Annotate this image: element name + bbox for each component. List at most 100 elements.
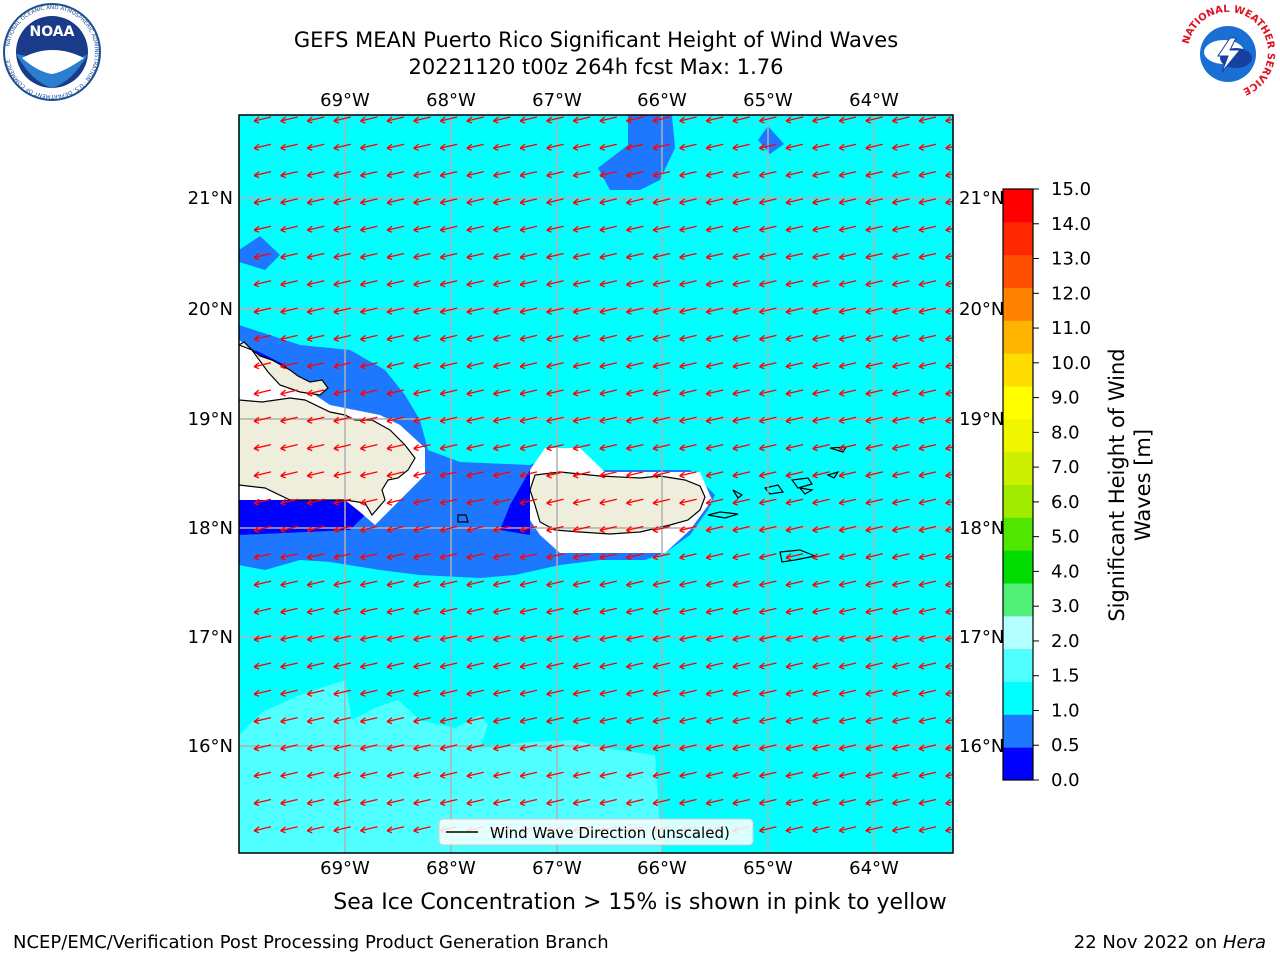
- wind-wave-arrow: [758, 662, 777, 670]
- wind-wave-arrow: [945, 225, 953, 233]
- wind-wave-arrow: [625, 498, 644, 506]
- wind-wave-arrow: [945, 798, 953, 807]
- wind-wave-arrow: [466, 553, 484, 561]
- wind-wave-arrow: [918, 471, 937, 479]
- wind-wave-arrow: [306, 771, 325, 779]
- wind-wave-arrow: [758, 334, 777, 343]
- wind-wave-arrow: [838, 225, 857, 233]
- wind-wave-arrow: [413, 689, 431, 697]
- wind-wave-arrow: [812, 744, 830, 752]
- wind-wave-arrow: [519, 498, 538, 506]
- wind-wave-arrow: [599, 116, 617, 124]
- wind-wave-arrow: [679, 389, 697, 397]
- wind-wave-arrow: [519, 307, 538, 315]
- wind-wave-arrow: [812, 471, 830, 479]
- wind-wave-arrow: [705, 553, 724, 561]
- wind-wave-arrow: [519, 416, 538, 424]
- wind-wave-arrow: [306, 252, 325, 261]
- wind-wave-arrow: [758, 307, 777, 315]
- wind-wave-arrow: [599, 280, 617, 288]
- wind-wave-arrow: [652, 280, 671, 288]
- wind-wave-arrow: [306, 362, 325, 370]
- wind-wave-arrow: [519, 389, 538, 397]
- wind-wave-arrow: [679, 416, 697, 424]
- wind-wave-arrow: [679, 362, 697, 370]
- colorbar-swatch: [1003, 583, 1033, 617]
- wind-wave-arrow: [572, 225, 591, 233]
- footer-credit: NCEP/EMC/Verification Post Processing Pr…: [13, 932, 609, 953]
- wind-wave-arrow: [333, 443, 351, 452]
- wind-wave-arrow: [492, 744, 511, 752]
- wind-wave-arrow: [758, 553, 777, 561]
- wind-wave-arrow: [758, 252, 777, 261]
- wind-wave-arrow: [439, 116, 458, 124]
- wind-wave-arrow: [679, 525, 697, 534]
- wind-wave-arrow: [758, 362, 777, 370]
- wind-wave-arrow: [679, 498, 697, 506]
- wind-wave-arrow: [652, 198, 671, 206]
- wind-wave-arrow: [812, 362, 830, 370]
- wind-wave-arrow: [838, 553, 857, 561]
- wind-wave-arrow: [280, 307, 298, 315]
- wind-wave-arrow: [812, 252, 830, 261]
- wind-wave-arrow: [732, 498, 750, 506]
- wind-wave-arrow: [705, 716, 724, 725]
- wind-wave-arrow: [838, 252, 857, 261]
- wind-wave-arrow: [492, 553, 511, 561]
- wind-wave-arrow: [918, 689, 937, 697]
- wind-wave-arrow: [918, 307, 937, 315]
- wind-wave-arrow: [785, 798, 804, 807]
- wind-wave-arrow: [758, 143, 777, 151]
- wind-wave-arrow: [945, 717, 953, 725]
- wind-wave-arrow: [785, 143, 804, 151]
- wind-wave-arrow: [891, 225, 910, 233]
- wind-wave-arrow: [280, 198, 298, 206]
- wind-wave-arrow: [253, 607, 272, 616]
- wind-wave-arrow: [572, 252, 591, 261]
- wind-wave-arrow: [652, 662, 671, 670]
- wind-wave-arrow: [386, 771, 405, 779]
- wind-wave-arrow: [386, 252, 405, 261]
- wind-wave-arrow: [945, 362, 953, 370]
- wind-wave-arrow: [413, 744, 431, 752]
- wind-wave-arrow: [492, 689, 511, 697]
- wind-wave-arrow: [679, 635, 697, 643]
- wind-wave-arrow: [652, 170, 671, 179]
- wind-wave-arrow: [838, 389, 857, 397]
- wind-wave-arrow: [599, 498, 617, 506]
- wind-wave-arrow: [625, 252, 644, 261]
- wind-wave-arrow: [891, 826, 910, 834]
- wind-wave-arrow: [466, 689, 484, 697]
- colorbar: 0.0 0.5 1.0 1.5 2.0 3.0 4.0 5.0 6.0 7.0 8.0 9.0 10.0…: [1002, 179, 1091, 791]
- wind-wave-arrow: [546, 143, 564, 151]
- wind-wave-arrow: [812, 662, 830, 670]
- colorbar-frame: [1002, 188, 1034, 781]
- noaa-logo: NOAA NATIONAL OCEANIC AND ATMOSPHERIC AD…: [3, 3, 101, 101]
- wind-wave-arrow: [519, 471, 538, 479]
- wind-wave-arrow: [918, 389, 937, 397]
- wind-wave-arrow: [945, 171, 953, 179]
- colorbar-title: Significant Height of Wind Waves [m]: [1105, 348, 1155, 622]
- wind-wave-arrow: [280, 744, 298, 752]
- wind-wave-arrow: [679, 607, 697, 616]
- wind-wave-arrow: [413, 443, 431, 452]
- wind-wave-arrow: [785, 498, 804, 506]
- wind-wave-arrow: [333, 143, 351, 151]
- wind-wave-arrow: [891, 198, 910, 206]
- wind-wave-arrow: [652, 471, 671, 479]
- wind-wave-arrow: [918, 170, 937, 179]
- wind-wave-arrow: [918, 498, 937, 506]
- map-panel: [239, 115, 953, 853]
- wind-wave-arrow: [492, 225, 511, 233]
- wind-wave-arrow: [918, 252, 937, 261]
- wind-wave-arrow: [439, 689, 458, 697]
- wind-wave-arrow: [280, 389, 298, 397]
- wind-wave-arrow: [865, 225, 883, 233]
- wind-wave-arrow: [333, 225, 351, 233]
- wind-wave-arrow: [838, 580, 857, 588]
- wind-wave-arrow: [572, 198, 591, 206]
- wind-wave-arrow: [865, 662, 883, 670]
- wind-wave-arrow: [918, 116, 937, 124]
- wind-wave-arrow: [625, 143, 644, 151]
- wind-wave-arrow: [386, 744, 405, 752]
